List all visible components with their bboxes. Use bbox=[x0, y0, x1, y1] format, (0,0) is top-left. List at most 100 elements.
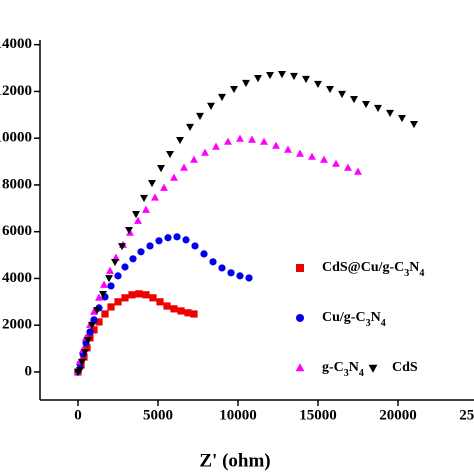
marker bbox=[344, 163, 352, 171]
legend-marker bbox=[295, 363, 305, 372]
marker bbox=[184, 309, 192, 317]
marker bbox=[121, 294, 129, 302]
marker bbox=[129, 255, 137, 263]
marker bbox=[137, 248, 145, 256]
marker bbox=[284, 145, 292, 153]
marker bbox=[121, 263, 129, 271]
marker bbox=[218, 93, 226, 102]
marker bbox=[78, 359, 86, 367]
marker bbox=[308, 152, 316, 160]
marker bbox=[95, 293, 103, 301]
marker bbox=[207, 102, 215, 111]
marker bbox=[90, 316, 98, 324]
marker bbox=[314, 80, 322, 89]
marker bbox=[107, 282, 115, 290]
y-tick-label: 14000 bbox=[0, 36, 32, 52]
marker bbox=[398, 114, 406, 123]
legend-marker bbox=[296, 264, 304, 272]
marker bbox=[163, 302, 171, 310]
marker bbox=[410, 121, 418, 129]
marker bbox=[99, 290, 107, 299]
y-tick-label: 6000 bbox=[2, 223, 32, 239]
y-tick-label: 4000 bbox=[2, 270, 32, 286]
marker bbox=[218, 264, 226, 272]
y-tick-label: 0 bbox=[25, 363, 33, 379]
marker bbox=[160, 183, 168, 191]
marker bbox=[114, 272, 122, 280]
marker bbox=[190, 155, 198, 163]
marker bbox=[142, 291, 150, 299]
marker bbox=[156, 298, 164, 306]
marker bbox=[90, 307, 98, 315]
marker bbox=[332, 159, 340, 167]
y-tick-label: 2000 bbox=[2, 317, 32, 333]
marker bbox=[76, 366, 84, 375]
marker bbox=[101, 310, 109, 318]
marker bbox=[338, 90, 346, 99]
marker bbox=[132, 211, 140, 219]
marker bbox=[296, 149, 304, 157]
marker bbox=[201, 148, 209, 156]
marker bbox=[88, 322, 96, 330]
marker bbox=[173, 233, 181, 241]
marker bbox=[155, 237, 163, 245]
marker bbox=[212, 142, 220, 150]
marker bbox=[354, 167, 362, 175]
marker bbox=[302, 75, 310, 84]
marker bbox=[227, 269, 235, 277]
marker bbox=[93, 307, 101, 315]
marker bbox=[350, 96, 358, 104]
marker bbox=[149, 294, 157, 302]
marker bbox=[186, 123, 194, 132]
marker bbox=[326, 85, 334, 94]
marker bbox=[146, 242, 154, 250]
marker bbox=[100, 280, 108, 288]
marker bbox=[177, 307, 185, 315]
x-tick-label: 15000 bbox=[299, 407, 337, 423]
marker bbox=[242, 79, 250, 88]
marker bbox=[83, 344, 91, 352]
marker bbox=[245, 274, 253, 282]
marker bbox=[112, 253, 120, 261]
x-axis-title: Z' (ohm) bbox=[199, 450, 270, 471]
legend-marker bbox=[368, 364, 378, 373]
marker bbox=[86, 328, 94, 336]
marker bbox=[140, 194, 148, 203]
marker bbox=[374, 104, 382, 113]
marker bbox=[320, 155, 328, 163]
marker bbox=[170, 173, 178, 181]
marker bbox=[114, 298, 122, 306]
marker bbox=[200, 250, 208, 258]
marker bbox=[209, 258, 217, 266]
marker bbox=[290, 72, 298, 81]
marker bbox=[278, 71, 286, 79]
marker bbox=[272, 141, 280, 149]
marker bbox=[148, 179, 156, 188]
marker bbox=[230, 85, 238, 94]
marker bbox=[157, 164, 165, 173]
marker bbox=[84, 337, 92, 345]
marker bbox=[81, 348, 89, 357]
y-tick-label: 8000 bbox=[2, 176, 32, 192]
marker bbox=[196, 112, 204, 121]
marker bbox=[134, 216, 142, 224]
marker bbox=[386, 109, 394, 118]
marker bbox=[106, 266, 114, 274]
marker bbox=[224, 137, 232, 145]
marker bbox=[128, 291, 136, 299]
legend-marker bbox=[296, 314, 304, 322]
x-tick-label: 0 bbox=[74, 407, 82, 423]
marker bbox=[180, 163, 188, 171]
marker bbox=[107, 303, 115, 311]
marker bbox=[90, 326, 98, 334]
legend-label: CdS bbox=[392, 360, 418, 375]
x-tick-label: 5000 bbox=[143, 407, 173, 423]
marker bbox=[151, 193, 159, 201]
x-tick-label: 20000 bbox=[379, 407, 417, 423]
marker bbox=[118, 243, 126, 251]
marker bbox=[111, 258, 119, 267]
marker bbox=[190, 310, 198, 318]
marker bbox=[236, 134, 244, 142]
marker bbox=[248, 135, 256, 143]
